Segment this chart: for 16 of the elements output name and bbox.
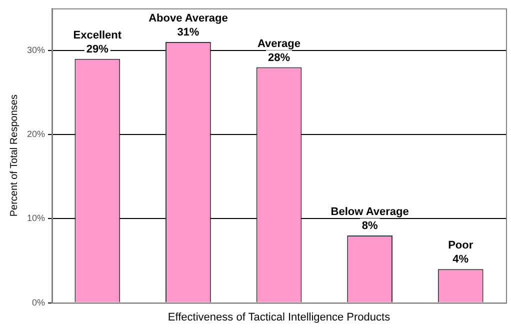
data-label: 4% (452, 254, 469, 266)
x-tick-label: Average (258, 38, 301, 50)
y-tick-label: 0% (32, 297, 46, 308)
x-tick-label: Poor (448, 240, 474, 252)
data-label: 28% (268, 52, 290, 64)
y-tick-label: 30% (27, 44, 46, 55)
x-tick-label: Above Average (148, 12, 228, 25)
x-tick-label: Excellent (73, 29, 122, 42)
y-tick-label: 20% (27, 129, 46, 140)
data-label: 29% (86, 43, 109, 56)
x-tick-label: Below Average (330, 206, 409, 218)
y-tick-label: 10% (27, 213, 46, 224)
data-label: 8% (362, 220, 378, 232)
x-axis-title: Effectiveness of Tactical Intelligence Products (168, 311, 391, 324)
y-axis-title: Percent of Total Responses (8, 94, 20, 217)
data-label: 31% (177, 26, 200, 39)
